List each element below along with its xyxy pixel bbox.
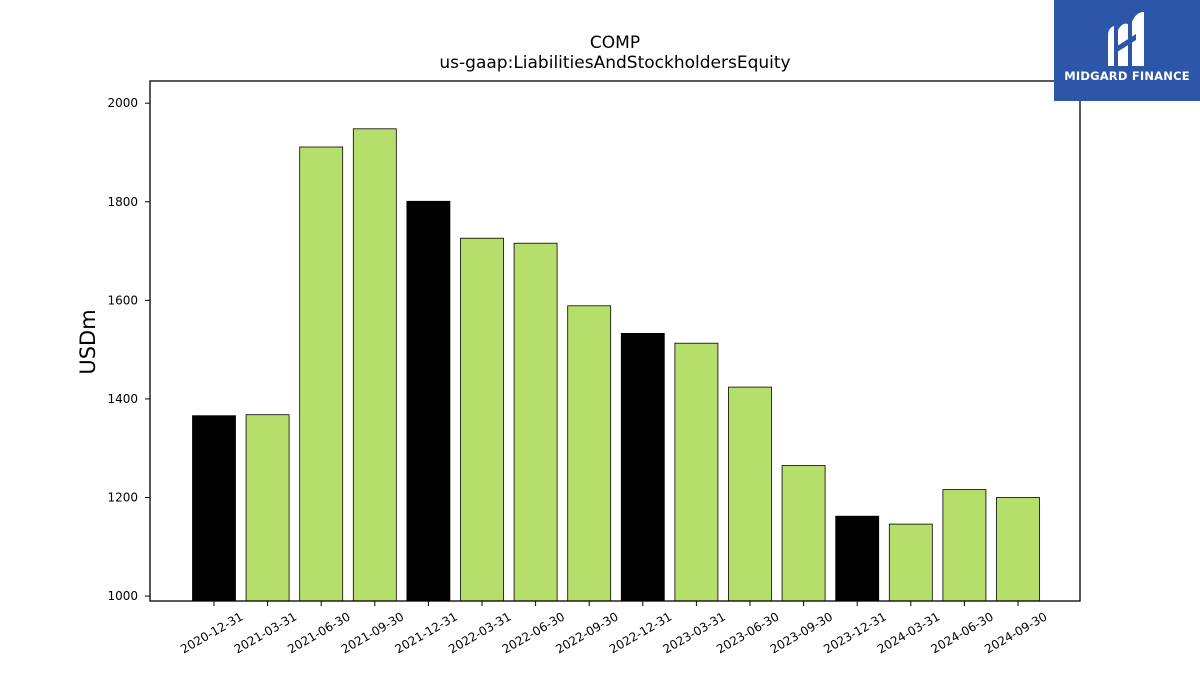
y-axis-ticks: 1000 1200 1400 1600 1800 2000	[107, 96, 150, 603]
bar-2020-12-31	[192, 415, 236, 602]
bar-2022-09-30	[567, 305, 612, 602]
chart-title: COMP	[590, 33, 640, 53]
bar-2021-03-31	[245, 414, 290, 602]
y-tick-label: 1000	[107, 589, 138, 603]
x-axis-ticks: 2020-12-312021-03-312021-06-302021-09-30…	[178, 601, 1050, 656]
bars-group	[192, 128, 1040, 602]
midgard-m-logo-icon	[1108, 12, 1144, 67]
bar-2021-06-30	[299, 146, 344, 602]
bar-2023-03-31	[674, 342, 719, 602]
plot-frame	[149, 80, 1081, 602]
y-tick-label: 2000	[107, 96, 138, 110]
bar-2021-12-31	[406, 200, 451, 602]
y-axis-label: USDm	[76, 309, 100, 374]
bar-2022-03-31	[460, 237, 504, 602]
bar-2024-06-30	[942, 489, 987, 602]
bar-2021-09-30	[352, 128, 397, 602]
bar-2022-06-30	[513, 242, 558, 602]
y-tick-label: 1400	[107, 392, 138, 406]
y-tick-label: 1600	[107, 293, 138, 307]
y-tick-label: 1800	[107, 195, 138, 209]
bar-2022-12-31	[620, 332, 665, 602]
chart-subtitle: us-gaap:LiabilitiesAndStockholdersEquity	[439, 53, 790, 73]
bar-2024-03-31	[888, 523, 933, 602]
y-tick-label: 1200	[107, 490, 138, 504]
bar-2023-12-31	[835, 515, 880, 602]
bar-2023-06-30	[728, 386, 772, 602]
logo-text: MIDGARD FINANCE	[1064, 69, 1190, 83]
bar-2024-09-30	[996, 497, 1040, 602]
bar-2023-09-30	[781, 465, 826, 602]
midgard-finance-logo: MIDGARD FINANCE	[1054, 0, 1200, 101]
